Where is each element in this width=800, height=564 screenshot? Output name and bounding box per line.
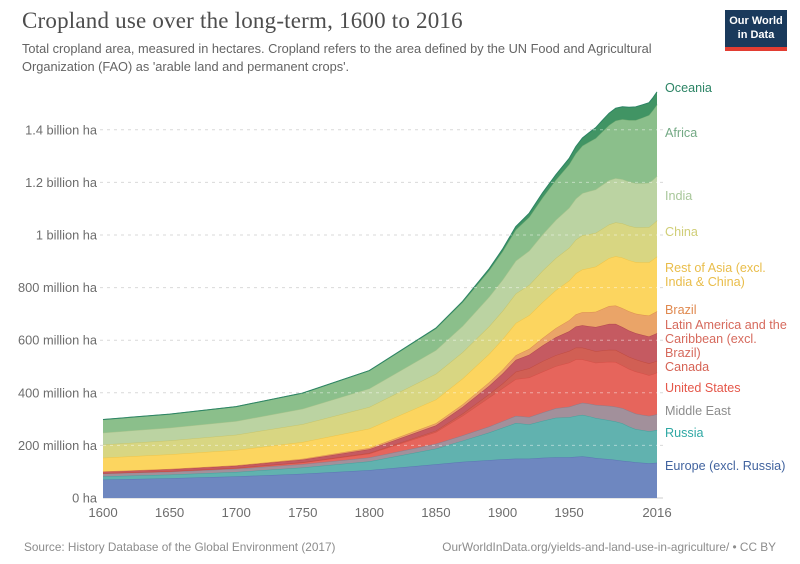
y-tick-label: 1 billion ha: [36, 228, 98, 243]
legend-label-china[interactable]: China: [665, 225, 698, 239]
y-tick-label: 800 million ha: [18, 280, 98, 295]
area-europe-excl-russia[interactable]: [103, 456, 657, 498]
area-united-states[interactable]: [103, 359, 657, 474]
source-note: Source: History Database of the Global E…: [24, 540, 336, 554]
x-tick-label: 1900: [488, 505, 517, 520]
legend-label-india[interactable]: India: [665, 189, 693, 203]
chart-subtitle: Total cropland area, measured in hectare…: [22, 41, 652, 74]
legend-label-russia[interactable]: Russia: [665, 426, 704, 440]
area-edge-oceania: [102, 91, 658, 420]
y-tick-label: 1.2 billion ha: [25, 175, 98, 190]
legend-label-rest-of-asia-excl-india-china[interactable]: Rest of Asia (excl. India & China): [665, 261, 766, 289]
chart-footer: Source: History Database of the Global E…: [0, 536, 800, 564]
legend-label-canada[interactable]: Canada: [665, 360, 710, 374]
area-africa[interactable]: [103, 104, 657, 433]
area-middle-east[interactable]: [103, 402, 657, 477]
x-tick-label: 1800: [355, 505, 384, 520]
area-edge-china: [102, 220, 658, 446]
area-russia[interactable]: [103, 414, 657, 480]
legend-label-united-states[interactable]: United States: [665, 381, 741, 395]
y-tick-label: 1.4 billion ha: [25, 122, 98, 137]
legend-label-africa[interactable]: Africa: [665, 126, 698, 140]
legend-label-middle-east[interactable]: Middle East: [665, 404, 731, 418]
area-india[interactable]: [103, 176, 657, 445]
y-tick-label: 200 million ha: [18, 438, 98, 453]
area-edge-brazil: [102, 304, 658, 472]
x-tick-label: 1850: [421, 505, 450, 520]
area-rest-of-asia-excl-india-china[interactable]: [103, 256, 657, 472]
owid-logo[interactable]: Our World in Data: [725, 10, 787, 51]
legend-label-brazil[interactable]: Brazil: [665, 303, 697, 317]
x-tick-label: 2016: [642, 505, 671, 520]
owid-link[interactable]: OurWorldInData.org/yields-and-land-use-i…: [442, 540, 776, 554]
area-edge-canada: [102, 347, 658, 474]
page-title: Cropland use over the long-term, 1600 to…: [22, 8, 463, 33]
y-tick-label: 400 million ha: [18, 385, 98, 400]
area-brazil[interactable]: [103, 305, 657, 472]
x-tick-label: 1650: [155, 505, 184, 520]
x-tick-label: 1700: [222, 505, 251, 520]
area-latin-america-and-the-caribbean-excl-brazil[interactable]: [103, 323, 657, 474]
x-tick-label: 1950: [554, 505, 583, 520]
x-tick-label: 1600: [88, 505, 117, 520]
chart-legend: Oceania Africa India China Rest of Asia (exc…: [665, 0, 799, 510]
legend-label-europe-excl-russia[interactable]: Europe (excl. Russia): [665, 459, 786, 473]
y-tick-label: 600 million ha: [18, 333, 98, 348]
area-canada[interactable]: [103, 347, 657, 474]
legend-label-latin-america-and-the-caribbean-excl-brazil[interactable]: Latin America and the Caribbean (excl. B…: [665, 318, 787, 360]
area-china[interactable]: [103, 220, 657, 458]
y-tick-label: 0 ha: [72, 491, 98, 506]
area-oceania[interactable]: [103, 91, 657, 420]
owid-logo-line1: Our World: [729, 15, 783, 27]
x-tick-label: 1750: [288, 505, 317, 520]
owid-logo-box: Our World in Data: [725, 10, 787, 47]
owid-logo-stripe: [725, 46, 787, 51]
legend-label-oceania[interactable]: Oceania: [665, 81, 712, 95]
owid-logo-line2: in Data: [737, 28, 775, 41]
